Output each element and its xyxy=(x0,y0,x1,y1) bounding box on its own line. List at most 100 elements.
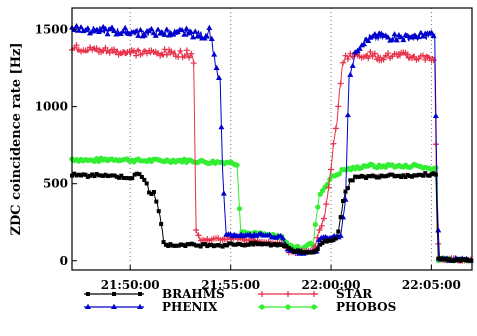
data-point xyxy=(203,242,208,247)
data-point xyxy=(154,199,159,204)
data-point xyxy=(313,248,318,253)
data-point xyxy=(133,28,140,34)
data-point xyxy=(235,242,240,247)
data-point xyxy=(183,243,188,248)
data-point xyxy=(141,32,148,38)
data-point xyxy=(163,51,170,58)
data-point xyxy=(253,240,258,245)
data-point xyxy=(449,258,454,263)
data-point xyxy=(216,243,221,248)
series-line xyxy=(71,171,473,262)
data-point xyxy=(251,242,256,247)
data-point xyxy=(142,177,147,182)
data-point xyxy=(335,103,342,110)
data-point xyxy=(337,232,344,238)
data-point xyxy=(130,176,135,181)
legend-marker xyxy=(112,292,116,296)
data-point xyxy=(192,242,197,247)
data-point xyxy=(168,242,173,247)
data-point xyxy=(268,243,273,248)
data-point xyxy=(324,239,329,244)
data-point xyxy=(211,51,218,57)
data-point xyxy=(462,258,467,263)
data-point xyxy=(404,51,411,58)
data-point xyxy=(172,243,177,248)
data-point xyxy=(189,241,194,246)
data-point xyxy=(104,31,111,37)
data-point xyxy=(421,173,426,178)
data-point xyxy=(174,243,179,248)
data-point xyxy=(196,243,201,248)
data-point xyxy=(133,52,140,59)
data-point xyxy=(262,241,267,246)
data-point xyxy=(390,172,395,177)
data-point xyxy=(348,178,353,183)
data-point xyxy=(311,250,316,255)
data-point xyxy=(194,243,199,248)
x-tick-label: 21:55:00 xyxy=(201,278,260,292)
data-point xyxy=(183,25,190,31)
data-point xyxy=(364,175,369,180)
data-point xyxy=(359,173,364,178)
data-point xyxy=(78,24,85,30)
data-point xyxy=(353,174,358,179)
data-point xyxy=(418,172,423,177)
data-point xyxy=(112,173,117,178)
data-point xyxy=(111,27,118,33)
data-point xyxy=(425,173,430,178)
data-point xyxy=(428,29,435,35)
legend-marker xyxy=(285,291,291,297)
data-point xyxy=(81,172,86,177)
data-point xyxy=(414,173,419,178)
data-point xyxy=(151,190,156,195)
data-point xyxy=(375,175,380,180)
data-point xyxy=(435,227,442,233)
data-point xyxy=(279,235,286,241)
data-point xyxy=(186,54,193,61)
y-axis-label: ZDC coincidence rate [Hz] xyxy=(9,42,24,235)
data-point xyxy=(411,53,418,60)
data-point xyxy=(325,184,332,191)
data-point xyxy=(352,49,359,55)
data-point xyxy=(213,64,220,71)
data-point xyxy=(206,24,213,30)
data-point xyxy=(123,176,128,181)
data-point xyxy=(398,34,405,40)
data-point xyxy=(208,35,215,41)
data-point xyxy=(429,172,434,177)
data-point xyxy=(275,243,280,248)
data-point xyxy=(135,47,142,54)
data-point xyxy=(227,241,232,246)
data-point xyxy=(423,171,428,176)
data-point xyxy=(179,27,186,33)
data-point xyxy=(163,242,168,247)
data-point xyxy=(296,248,301,253)
data-point xyxy=(90,172,95,177)
data-point xyxy=(215,74,222,81)
legend-item-phenix: PHENIX xyxy=(84,300,218,314)
legend-marker xyxy=(86,292,90,296)
series-brahms xyxy=(70,171,473,263)
data-point xyxy=(98,27,105,33)
data-point xyxy=(293,250,298,255)
data-point xyxy=(73,42,80,49)
data-point xyxy=(218,243,223,248)
data-point xyxy=(203,33,210,39)
data-point xyxy=(88,173,93,178)
data-point xyxy=(190,34,197,40)
data-point xyxy=(307,250,312,255)
data-point xyxy=(341,199,346,204)
data-point xyxy=(333,236,338,241)
data-point xyxy=(282,244,287,249)
data-point xyxy=(396,173,401,178)
data-point xyxy=(220,244,225,249)
data-point xyxy=(384,34,391,40)
data-point xyxy=(336,229,341,234)
x-tick-label: 21:50:00 xyxy=(101,278,160,292)
data-point xyxy=(401,173,406,178)
data-point xyxy=(177,47,184,54)
data-point xyxy=(345,186,350,191)
data-point xyxy=(224,243,229,248)
legend-label: PHOBOS xyxy=(336,300,396,314)
data-point xyxy=(183,47,190,54)
